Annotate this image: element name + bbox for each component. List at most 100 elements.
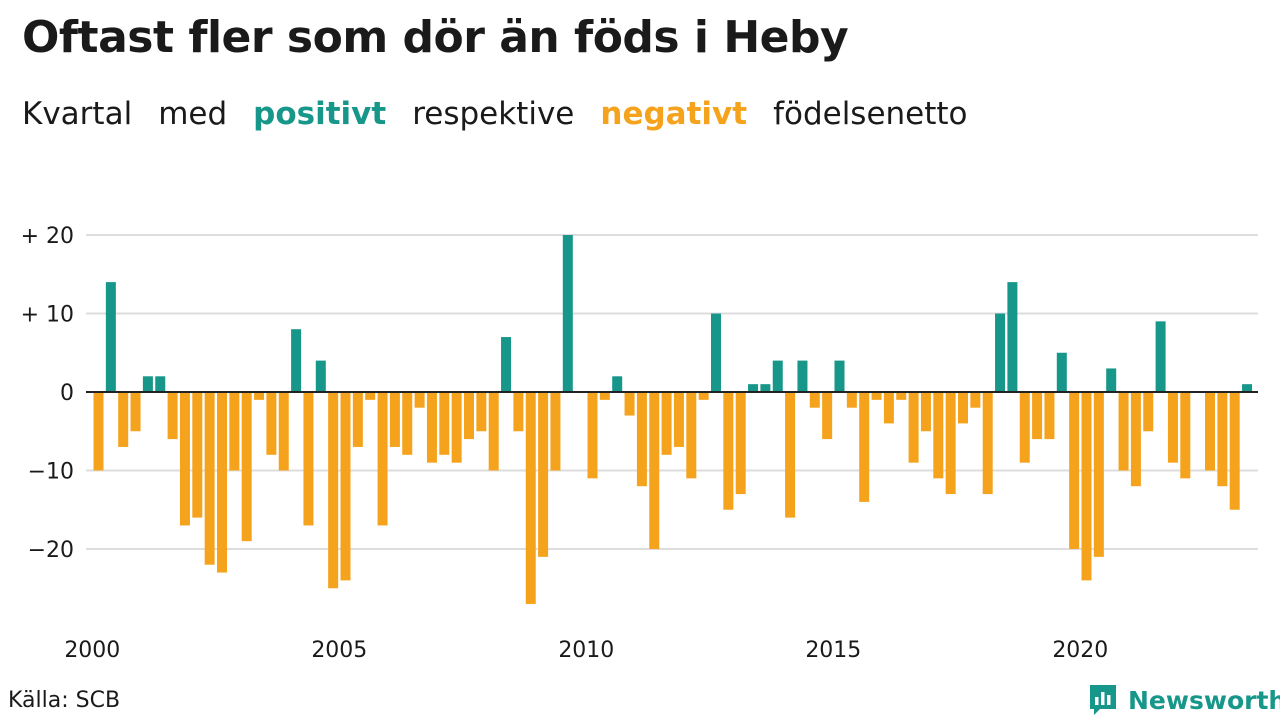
bar (1044, 392, 1055, 440)
x-axis-labels: 2000 2005 2010 2015 2020 (64, 638, 1108, 663)
bar (93, 392, 104, 471)
bar (179, 392, 190, 526)
bar (599, 392, 610, 400)
bars (93, 235, 1253, 604)
bar (797, 360, 808, 392)
bar (365, 392, 376, 400)
bar (476, 392, 487, 432)
bar (711, 313, 721, 392)
bar (1106, 368, 1117, 392)
bar (501, 337, 512, 392)
bar (772, 360, 783, 392)
bar (834, 360, 845, 392)
bar (266, 392, 277, 455)
subtitle-word: födelsenetto (773, 96, 968, 132)
bar (785, 392, 796, 518)
bar (920, 392, 931, 432)
y-tick-label: −10 (28, 460, 74, 485)
y-tick-label: −20 (28, 538, 74, 563)
bar (229, 392, 240, 471)
bar (278, 392, 289, 471)
bar (142, 376, 153, 392)
bar (241, 392, 252, 542)
bar (488, 392, 499, 471)
bar (167, 392, 178, 440)
bar (1007, 282, 1018, 392)
bar (1205, 392, 1215, 471)
bar (1118, 392, 1129, 471)
brand-name: Newsworthy (1128, 685, 1280, 715)
subtitle-negative: negativt (600, 96, 748, 132)
chart-title: Oftast fler som dör än föds i Heby (22, 12, 849, 63)
bar (624, 392, 635, 416)
bar (513, 392, 524, 432)
bar (1093, 392, 1104, 557)
subtitle-word: med (158, 96, 228, 132)
bar (426, 392, 437, 463)
bar (995, 313, 1006, 392)
x-tick-label: 2020 (1052, 638, 1108, 663)
bar (649, 392, 660, 549)
bar (970, 392, 981, 408)
bar (525, 392, 536, 604)
y-tick-label: + 20 (21, 224, 74, 249)
bar (402, 392, 413, 455)
source-label: Källa: SCB (8, 688, 121, 713)
bar (760, 384, 771, 392)
newsworthy-logo-icon (1090, 685, 1116, 715)
bar (118, 392, 129, 447)
bar (587, 392, 598, 479)
x-tick-label: 2015 (805, 638, 861, 663)
bar (883, 392, 894, 424)
bar (389, 392, 400, 447)
bar (328, 392, 339, 589)
x-tick-label: 2005 (311, 638, 367, 663)
bar (933, 392, 944, 479)
bar (451, 392, 462, 463)
y-tick-label: 0 (60, 381, 74, 406)
bar (1167, 392, 1178, 463)
chart-subtitle: Kvartal med positivt respektive negativt föde… (22, 96, 994, 132)
bar (1242, 384, 1253, 392)
subtitle-positive: positivt (253, 96, 387, 132)
bar (982, 392, 993, 495)
bar (896, 392, 907, 400)
bar (217, 392, 227, 573)
bar (1130, 392, 1141, 487)
bar (254, 392, 265, 400)
bar (822, 392, 833, 440)
bar (303, 392, 314, 526)
bar (958, 392, 968, 424)
bar (562, 235, 573, 392)
bar (612, 376, 623, 392)
bar (1032, 392, 1043, 440)
bar (723, 392, 734, 510)
x-tick-label: 2000 (64, 638, 120, 663)
bar (1019, 392, 1030, 463)
bar (538, 392, 549, 557)
bar (1155, 321, 1166, 392)
bar (291, 329, 302, 392)
bar (550, 392, 561, 471)
bar (340, 392, 351, 581)
brand-logo[interactable]: Newsworthy (1088, 683, 1280, 717)
y-axis-labels: + 20 + 10 0 −10 −20 (21, 224, 74, 563)
bar (636, 392, 647, 487)
bar (1217, 392, 1228, 487)
bar (809, 392, 820, 408)
bar (908, 392, 919, 463)
bar (661, 392, 672, 455)
subtitle-word: respektive (412, 96, 575, 132)
bar (192, 392, 203, 518)
subtitle-word: Kvartal (22, 96, 133, 132)
bar (105, 282, 116, 392)
bar (1229, 392, 1240, 510)
bar (748, 384, 759, 392)
bar (352, 392, 363, 447)
bar (1081, 392, 1092, 581)
bar (377, 392, 388, 526)
bar (698, 392, 709, 400)
bar (414, 392, 425, 408)
bar (1143, 392, 1154, 432)
